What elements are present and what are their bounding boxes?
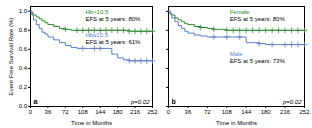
svg-text:0.6: 0.6 bbox=[19, 46, 28, 52]
svg-text:p=0.02: p=0.02 bbox=[282, 99, 302, 105]
svg-text:108: 108 bbox=[222, 109, 233, 115]
svg-text:252: 252 bbox=[147, 109, 158, 115]
svg-text:0.2: 0.2 bbox=[19, 84, 28, 90]
svg-text:0: 0 bbox=[29, 109, 33, 115]
svg-text:216: 216 bbox=[130, 109, 141, 115]
svg-text:EFS at 5 years: 73%: EFS at 5 years: 73% bbox=[230, 58, 286, 64]
svg-text:EFS at 5 years: 80%: EFS at 5 years: 80% bbox=[230, 16, 286, 22]
svg-text:EFS at 5 years: 80%: EFS at 5 years: 80% bbox=[85, 16, 141, 22]
svg-text:Hb≤10.5: Hb≤10.5 bbox=[85, 32, 108, 38]
svg-text:144: 144 bbox=[241, 109, 252, 115]
svg-text:252: 252 bbox=[299, 109, 310, 115]
svg-text:Event Free Survival Rate (%): Event Free Survival Rate (%) bbox=[8, 18, 14, 96]
svg-text:72: 72 bbox=[204, 109, 211, 115]
svg-text:36: 36 bbox=[45, 109, 52, 115]
svg-text:Time in Months: Time in Months bbox=[216, 120, 257, 126]
svg-text:EFS at 5 years: 61%: EFS at 5 years: 61% bbox=[85, 39, 141, 45]
svg-text:0.0: 0.0 bbox=[19, 103, 28, 109]
svg-text:72: 72 bbox=[62, 109, 69, 115]
svg-text:216: 216 bbox=[280, 109, 291, 115]
svg-text:0.8: 0.8 bbox=[19, 27, 28, 33]
svg-text:1.0: 1.0 bbox=[19, 8, 28, 14]
svg-text:Male: Male bbox=[230, 51, 244, 57]
svg-text:180: 180 bbox=[261, 109, 272, 115]
svg-text:36: 36 bbox=[185, 109, 192, 115]
svg-text:Hb>10.5: Hb>10.5 bbox=[85, 9, 109, 15]
svg-text:a: a bbox=[34, 98, 38, 105]
svg-text:Time in Months: Time in Months bbox=[71, 120, 112, 126]
svg-text:Female: Female bbox=[230, 9, 251, 15]
svg-text:108: 108 bbox=[78, 109, 89, 115]
svg-text:b: b bbox=[172, 98, 176, 105]
svg-text:180: 180 bbox=[113, 109, 124, 115]
svg-text:144: 144 bbox=[95, 109, 106, 115]
svg-text:p=0.02: p=0.02 bbox=[130, 99, 150, 105]
svg-text:0: 0 bbox=[167, 109, 171, 115]
svg-text:0.4: 0.4 bbox=[19, 65, 28, 71]
